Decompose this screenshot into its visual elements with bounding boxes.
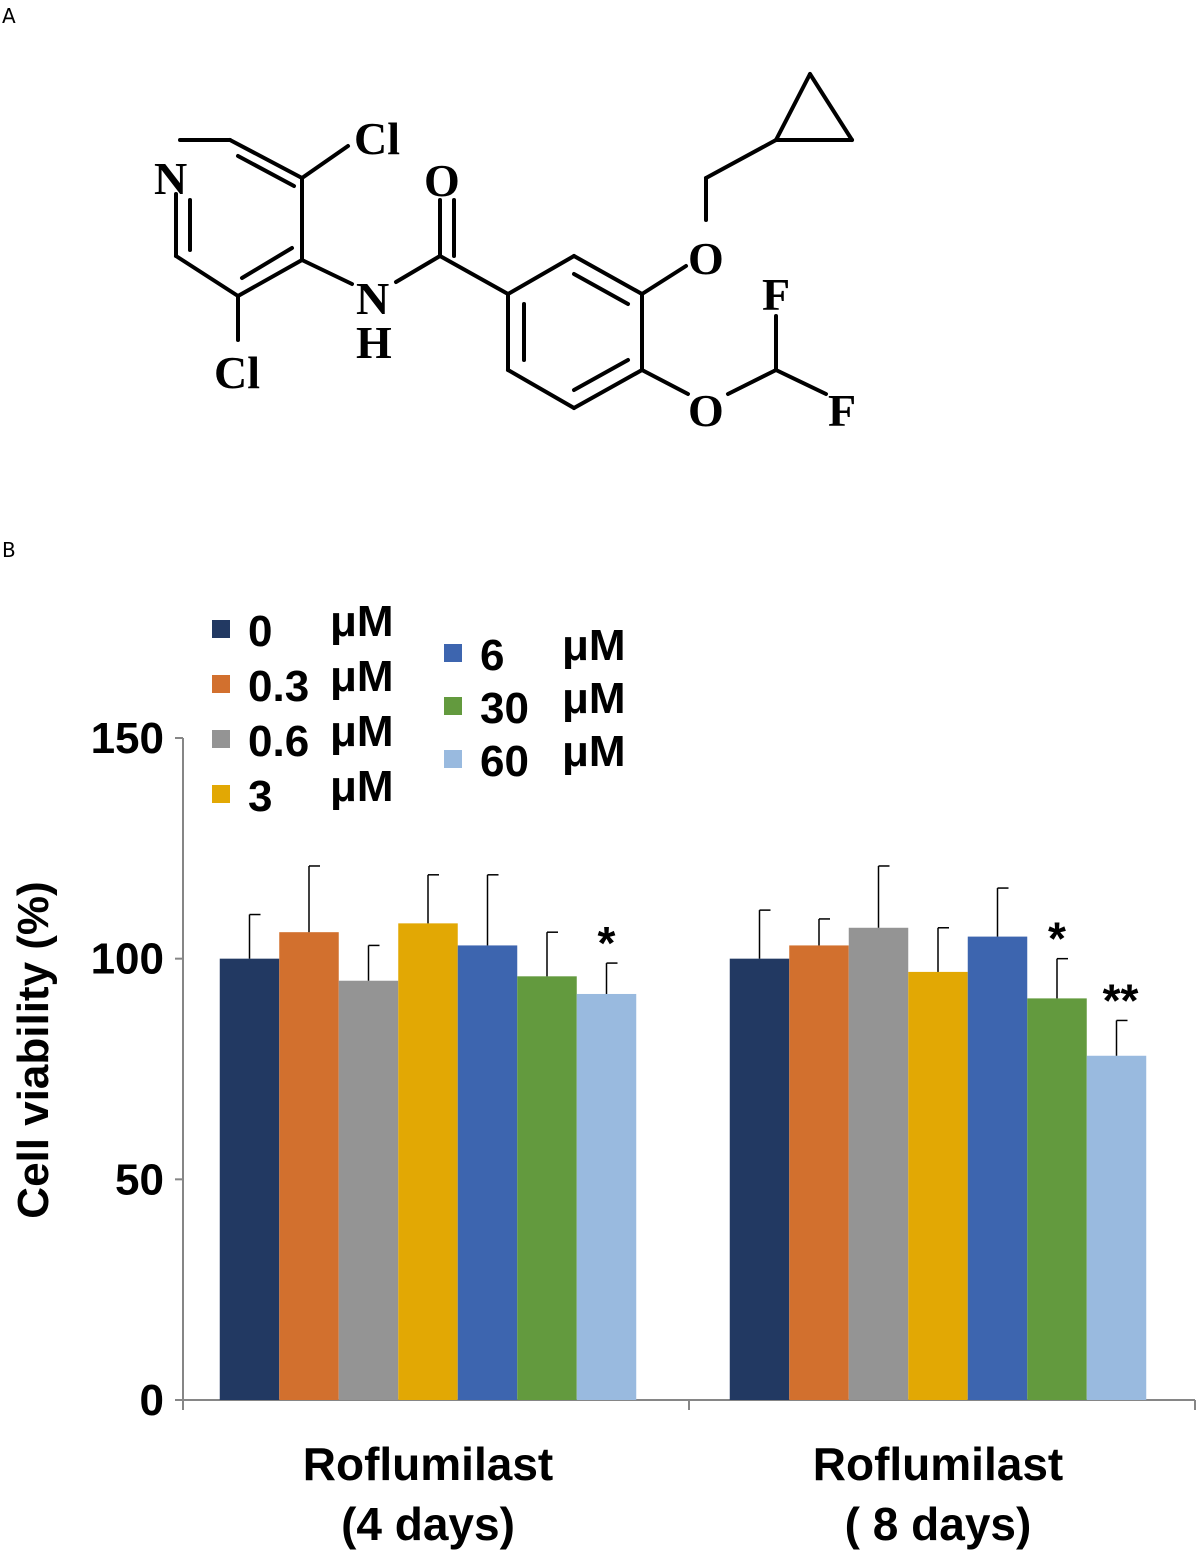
bar (517, 976, 577, 1400)
legend-swatch (444, 750, 462, 768)
atom-n-amide: N (356, 273, 389, 324)
atom-f-top: F (762, 269, 790, 320)
legend-unit: μM (562, 727, 626, 776)
bar (576, 993, 637, 1400)
bar (219, 958, 280, 1400)
panel-label-a: A (2, 4, 16, 28)
legend-unit: μM (330, 707, 394, 756)
legend-label: 3 (248, 772, 272, 821)
legend-label: 30 (480, 684, 529, 733)
atom-o-ether-bottom: O (688, 385, 724, 436)
legend-swatch (212, 785, 230, 803)
bar (398, 923, 458, 1400)
bar (1027, 998, 1087, 1400)
significance-marker: ** (1103, 974, 1139, 1026)
bar (848, 927, 909, 1400)
y-axis: 0 50 100 150 (91, 714, 184, 1425)
legend-label: 6 (480, 631, 504, 680)
y-tick-label: 0 (140, 1376, 164, 1425)
significance-annotations: * *** (598, 913, 1139, 1027)
significance-marker: * (598, 917, 616, 969)
bar (457, 945, 518, 1400)
legend-label: 60 (480, 737, 529, 786)
bar (338, 980, 399, 1400)
legend-label: 0.3 (248, 662, 309, 711)
legend-swatch (212, 620, 230, 638)
atom-o-ether-top: O (688, 233, 724, 284)
legend-unit: μM (330, 652, 394, 701)
x-category-label: Roflumilast (813, 1438, 1063, 1490)
roflumilast-structure: Cl Cl N O N H O O F F (154, 72, 856, 436)
x-category-label: Roflumilast (303, 1438, 553, 1490)
structure-bonds (174, 72, 854, 410)
bars (219, 923, 1147, 1400)
legend-swatch (212, 675, 230, 693)
x-category-label: ( 8 days) (845, 1498, 1032, 1550)
legend-unit: μM (330, 597, 394, 646)
legend-unit: μM (330, 762, 394, 811)
bar (967, 936, 1028, 1400)
legend-label: 0.6 (248, 717, 309, 766)
atom-cl-bottom: Cl (214, 347, 260, 398)
significance-marker: * (1048, 913, 1066, 965)
legend: 0 μM 0.3 μM 0.6 μM 3 μM 6 μM 30 μM 60 μM (212, 597, 626, 821)
atom-n-ring: N (154, 153, 187, 204)
y-tick-label: 100 (91, 935, 164, 984)
atom-o-carbonyl: O (424, 155, 460, 206)
cell-viability-chart: 0 μM 0.3 μM 0.6 μM 3 μM 6 μM 30 μM 60 μM 0 50 100 150 Ro… (9, 597, 1196, 1550)
error-bars (248, 865, 1128, 1056)
legend-swatch (444, 644, 462, 662)
legend-swatch (212, 730, 230, 748)
bar (908, 971, 968, 1400)
bar (789, 945, 849, 1400)
y-tick-label: 150 (91, 714, 164, 763)
bar (279, 932, 339, 1400)
legend-swatch (444, 697, 462, 715)
atom-f-bottom: F (828, 385, 856, 436)
x-category-label: (4 days) (341, 1498, 515, 1550)
y-axis-title: Cell viability (%) (9, 881, 58, 1218)
legend-unit: μM (562, 674, 626, 723)
x-axis: Roflumilast (4 days) Roflumilast ( 8 days) (182, 1399, 1196, 1550)
y-tick-label: 50 (115, 1155, 164, 1204)
atom-cl-top: Cl (354, 113, 400, 164)
legend-label: 0 (248, 607, 272, 656)
atom-h-amide: H (356, 317, 392, 368)
bar (1086, 1055, 1147, 1400)
panel-label-b: B (2, 538, 16, 562)
legend-unit: μM (562, 621, 626, 670)
bar (729, 958, 790, 1400)
